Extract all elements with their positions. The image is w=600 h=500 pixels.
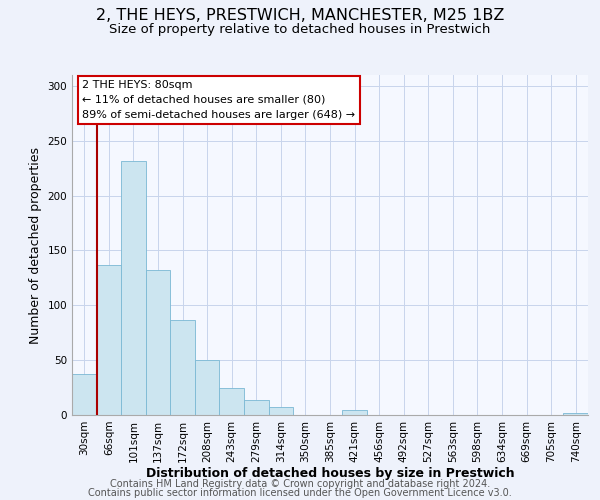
Bar — [220, 388, 244, 415]
Text: Distribution of detached houses by size in Prestwich: Distribution of detached houses by size … — [146, 467, 514, 480]
Bar — [269, 408, 293, 415]
Text: Size of property relative to detached houses in Prestwich: Size of property relative to detached ho… — [109, 22, 491, 36]
Bar — [146, 270, 170, 415]
Bar — [244, 400, 269, 415]
Y-axis label: Number of detached properties: Number of detached properties — [29, 146, 42, 344]
Text: 2 THE HEYS: 80sqm
← 11% of detached houses are smaller (80)
89% of semi-detached: 2 THE HEYS: 80sqm ← 11% of detached hous… — [82, 80, 355, 120]
Bar — [121, 160, 146, 415]
Text: Contains public sector information licensed under the Open Government Licence v3: Contains public sector information licen… — [88, 488, 512, 498]
Text: Contains HM Land Registry data © Crown copyright and database right 2024.: Contains HM Land Registry data © Crown c… — [110, 479, 490, 489]
Bar — [170, 320, 195, 415]
Bar — [72, 374, 97, 415]
Bar — [97, 264, 121, 415]
Bar — [563, 413, 588, 415]
Bar — [195, 360, 220, 415]
Text: 2, THE HEYS, PRESTWICH, MANCHESTER, M25 1BZ: 2, THE HEYS, PRESTWICH, MANCHESTER, M25 … — [96, 8, 504, 22]
Bar — [342, 410, 367, 415]
